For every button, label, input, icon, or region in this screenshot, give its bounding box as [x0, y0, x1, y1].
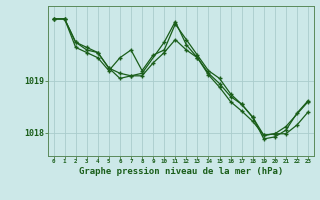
- X-axis label: Graphe pression niveau de la mer (hPa): Graphe pression niveau de la mer (hPa): [79, 167, 283, 176]
